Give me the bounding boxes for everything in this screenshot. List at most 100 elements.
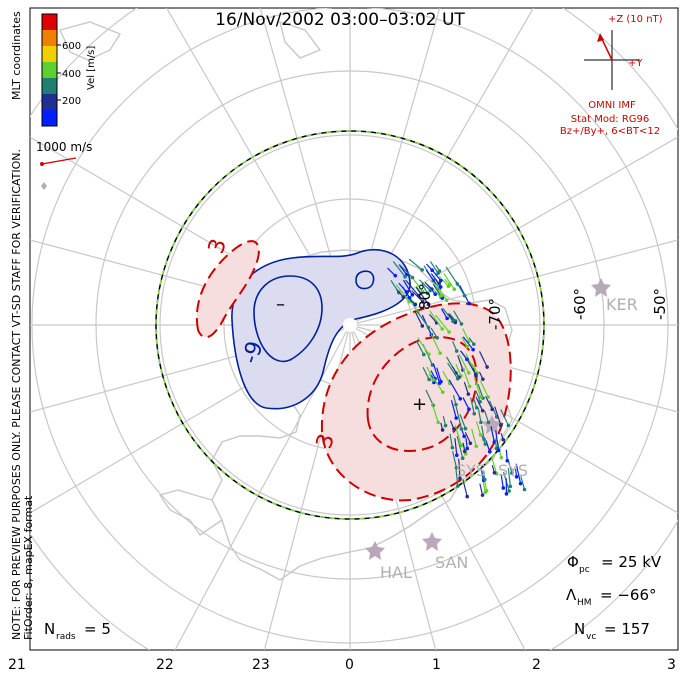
velocity-vector-origin	[410, 275, 415, 280]
velocity-vector-origin	[467, 407, 471, 411]
velocity-vector-origin	[514, 474, 519, 479]
lambda-subscript: HM	[577, 598, 592, 608]
scale-tick-600: 600	[62, 41, 81, 52]
min-marker: –	[276, 294, 285, 315]
velocity-vector	[494, 406, 502, 426]
stats-panel: Φ pc = 25 kV Λ HM = −66° N vc = 157 N ra…	[44, 553, 662, 642]
velocity-vector-origin	[486, 395, 491, 399]
velocity-vector	[430, 333, 441, 354]
scale-block	[42, 94, 57, 111]
velocity-vector-origin	[439, 293, 444, 298]
mlt-axis: 21 22 23 0 1 2 3	[8, 657, 676, 673]
velocity-vector	[485, 440, 491, 452]
fit-note: FitOrder: 8, mapEX format	[22, 495, 35, 640]
scale-label: Vel [m/s]	[86, 46, 97, 90]
velocity-vector-origin	[474, 374, 478, 378]
velocity-vector-origin	[427, 352, 431, 357]
lambda-symbol: Λ	[566, 586, 577, 604]
velocity-vector	[450, 400, 457, 419]
velocity-vector-origin	[426, 302, 431, 307]
velocity-vector-origin	[454, 453, 459, 458]
nvc-value: = 157	[604, 620, 650, 638]
velocity-vector	[479, 380, 489, 398]
velocity-vector-origin	[496, 448, 501, 453]
velocity-vector-origin	[474, 405, 479, 410]
phi-subscript: pc	[579, 565, 590, 575]
velocity-color-scale: 600 400 200 Vel [m/s]	[41, 13, 97, 127]
scale-tick-400: 400	[62, 69, 81, 80]
velocity-vector	[442, 370, 451, 384]
velocity-vector-origin	[466, 371, 471, 375]
velocity-vector-origin	[459, 443, 464, 448]
velocity-vector-origin	[458, 476, 462, 481]
velocity-vectors	[387, 258, 527, 499]
velocity-vector-origin	[433, 292, 437, 296]
velocity-vector	[448, 379, 461, 400]
ref-vector-label: 1000 m/s	[36, 140, 92, 154]
velocity-vector-origin	[501, 486, 506, 490]
velocity-vector-origin	[455, 376, 460, 381]
velocity-vector-origin	[452, 287, 457, 291]
velocity-vector	[462, 328, 470, 342]
velocity-vector	[479, 483, 484, 496]
velocity-vector	[462, 367, 471, 387]
max-marker: +	[412, 394, 427, 415]
nrads-symbol: N	[44, 620, 55, 638]
velocity-vector-origin	[393, 273, 398, 278]
velocity-vector	[438, 275, 449, 287]
velocity-vector	[399, 264, 413, 278]
velocity-vector	[471, 428, 477, 447]
velocity-vector	[406, 296, 416, 306]
velocity-vector-origin	[437, 381, 442, 385]
phi-symbol: Φ	[567, 553, 579, 571]
scale-block	[42, 62, 57, 79]
imf-stat-mod: Stat Mod: RG96	[571, 114, 650, 125]
mlt-tick-3: 3	[667, 657, 676, 673]
velocity-vector	[455, 364, 462, 377]
positive-contour-mid	[366, 336, 478, 452]
velocity-vector	[481, 425, 485, 440]
velocity-vector-origin	[435, 336, 439, 340]
velocity-vector	[454, 425, 462, 446]
velocity-vector-origin	[420, 299, 425, 304]
velocity-vector	[475, 390, 481, 402]
velocity-vector	[475, 421, 482, 436]
ref-vector-dot	[40, 162, 44, 166]
velocity-vector-origin	[501, 438, 506, 442]
velocity-vector	[456, 435, 464, 459]
velocity-vector-origin	[465, 357, 469, 362]
velocity-vector	[429, 310, 443, 330]
velocity-vector-origin	[454, 349, 459, 353]
velocity-vector-origin	[440, 327, 445, 331]
station-label-sys-2: SYS	[498, 461, 528, 480]
velocity-vector-origin	[451, 319, 455, 324]
velocity-vector-origin	[483, 477, 487, 482]
velocity-vector	[475, 397, 484, 411]
velocity-vector	[415, 340, 425, 355]
imf-source: OMNI IMF	[588, 100, 636, 111]
velocity-vector	[449, 433, 453, 448]
velocity-vector-origin	[481, 377, 485, 381]
velocity-vector	[430, 268, 442, 282]
velocity-vector-origin	[487, 449, 492, 454]
pole-marker	[343, 318, 357, 332]
velocity-vector-origin	[426, 325, 431, 330]
velocity-vector-origin	[445, 316, 449, 321]
mlt-tick-21: 21	[8, 657, 26, 673]
velocity-vector-origin	[499, 455, 504, 460]
velocity-vector-origin	[486, 420, 491, 425]
velocity-vector	[432, 281, 442, 296]
velocity-vector	[473, 377, 482, 398]
velocity-vector-origin	[483, 490, 488, 495]
velocity-vector	[398, 264, 408, 275]
velocity-vector	[462, 336, 474, 351]
velocity-vector-origin	[465, 344, 470, 349]
velocity-vector	[480, 467, 485, 481]
velocity-vector-origin	[401, 295, 406, 299]
velocity-vector	[500, 409, 509, 426]
coords-note: MLT coordinates	[10, 11, 23, 100]
velocity-vector-origin	[410, 293, 415, 297]
velocity-vector	[440, 308, 448, 319]
scale-block	[42, 46, 57, 63]
